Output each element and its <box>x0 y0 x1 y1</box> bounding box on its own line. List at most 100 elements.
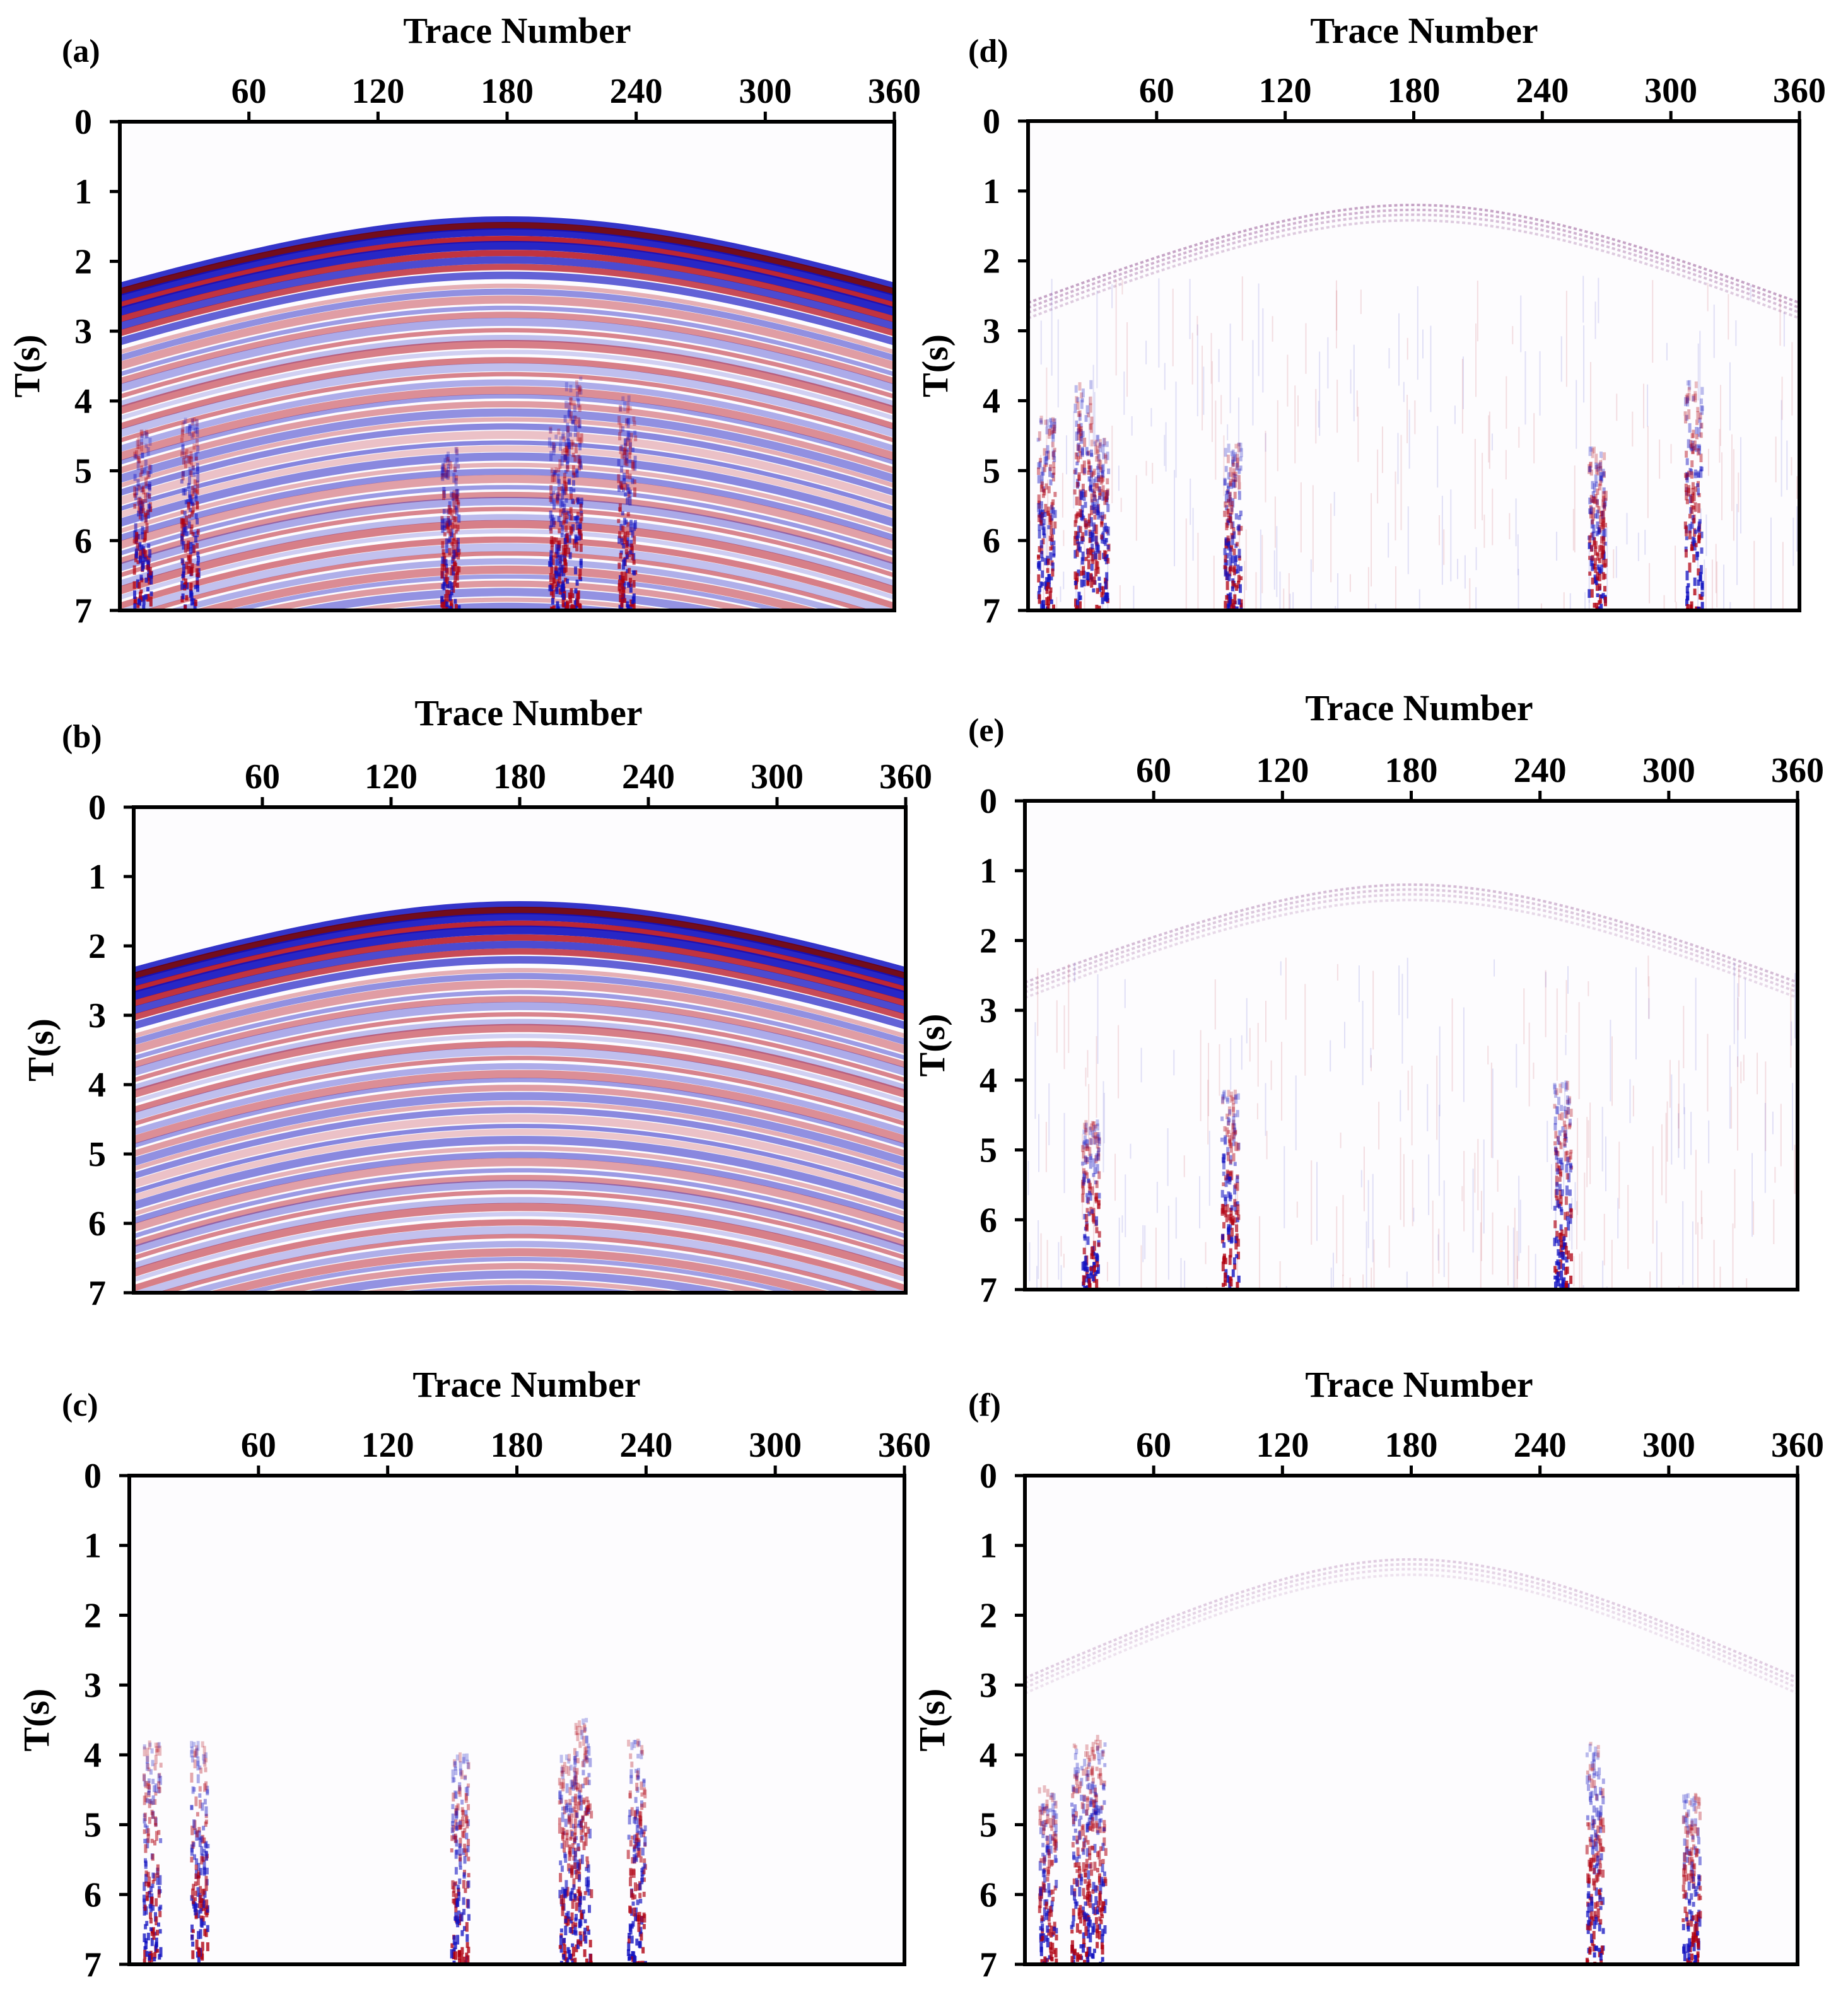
noise-sample <box>141 499 144 508</box>
noise-sample <box>627 1834 631 1840</box>
noise-sample <box>1070 1925 1073 1930</box>
noise-sample <box>1236 1201 1239 1206</box>
noise-sample <box>579 1784 583 1793</box>
noise-sample <box>1564 1110 1567 1119</box>
y-tick-label: 1 <box>74 173 92 212</box>
noise-sample <box>1106 488 1109 496</box>
noise-sample <box>578 603 582 608</box>
noise-sample <box>1070 1955 1074 1964</box>
noise-sample <box>1565 1185 1569 1196</box>
noise-sample <box>1589 558 1593 566</box>
noise-sample <box>1593 1780 1596 1788</box>
noise-sample <box>1227 472 1231 480</box>
noise-sample <box>1040 1821 1044 1826</box>
noise-sample <box>628 406 632 411</box>
noise-sample <box>151 1883 155 1888</box>
noise-sample <box>463 1827 467 1833</box>
noise-sample <box>189 423 192 429</box>
noise-sample <box>1230 1237 1234 1243</box>
noise-sample <box>205 1867 209 1875</box>
noise-sample <box>563 1938 566 1944</box>
residual-event <box>1025 888 1798 989</box>
noise-sample <box>1047 525 1051 530</box>
noise-sample <box>625 552 629 559</box>
noise-sample <box>1557 1157 1560 1164</box>
noise-sample <box>636 1884 640 1891</box>
noise-sample <box>1696 407 1700 412</box>
noise-sample <box>1088 1947 1092 1957</box>
noise-sample <box>1048 1859 1051 1869</box>
noise-sample <box>581 1783 585 1788</box>
noise-sample <box>1564 1080 1568 1090</box>
noise-sample <box>457 499 460 505</box>
noise-sample <box>191 1898 195 1904</box>
noise-sample <box>1091 548 1095 553</box>
noise-sample <box>1087 461 1091 470</box>
noise-sample <box>1038 561 1041 571</box>
noise-sample <box>1594 481 1598 487</box>
noise-sample <box>1082 1247 1086 1255</box>
noise-sample <box>455 1920 459 1925</box>
noise-sample <box>618 605 622 610</box>
noise-sample <box>1039 484 1043 492</box>
noise-sample <box>623 438 627 446</box>
noise-sample <box>579 561 583 566</box>
noise-sample <box>1102 452 1106 460</box>
noise-sample <box>205 1851 208 1861</box>
noise-sample <box>572 1824 575 1829</box>
y-tick-label: 0 <box>983 102 1000 141</box>
noise-sample <box>1569 1162 1572 1173</box>
reflection-event <box>120 462 894 533</box>
noise-sample <box>1229 467 1232 477</box>
noise-sample <box>1085 405 1089 414</box>
noise-sample <box>587 1805 590 1812</box>
noise-sample <box>1591 481 1594 489</box>
panel-label: (d) <box>968 33 1009 69</box>
noise-sample <box>139 592 142 600</box>
noise-sample <box>563 557 567 562</box>
noise-sample <box>621 396 625 402</box>
noise-sample <box>183 523 187 533</box>
noise-sample <box>1698 519 1702 524</box>
noise-sample <box>1235 542 1239 547</box>
noise-sample <box>1090 416 1094 424</box>
noise-sample <box>1096 1942 1099 1949</box>
noise-sample <box>1096 463 1100 474</box>
noise-sample <box>577 1874 581 1882</box>
noise-sample <box>557 544 561 551</box>
noise-sample <box>181 593 185 600</box>
noise-sample <box>1588 556 1592 560</box>
noise-sample <box>1564 1136 1568 1143</box>
noise-sample <box>1555 1230 1559 1238</box>
noise-sample <box>1234 1242 1238 1250</box>
noise-burst <box>1588 446 1608 610</box>
noise-sample <box>566 423 570 432</box>
noise-sample <box>633 461 637 471</box>
noise-sample <box>579 1934 583 1944</box>
noise-sample <box>1685 499 1689 504</box>
noise-sample <box>1094 535 1098 544</box>
noise-sample <box>1087 1783 1091 1790</box>
noise-sample <box>1070 1947 1074 1951</box>
noise-sample <box>1103 1742 1107 1747</box>
noise-sample <box>640 1781 643 1790</box>
noise-sample <box>586 1808 590 1812</box>
noise-sample <box>136 560 140 564</box>
noise-sample <box>1072 1818 1075 1827</box>
noise-sample <box>633 430 637 435</box>
noise-sample <box>1685 393 1689 404</box>
noise-sample <box>628 1905 632 1913</box>
noise-sample <box>133 590 136 599</box>
noise-sample <box>1097 1138 1101 1146</box>
noise-sample <box>1588 463 1591 474</box>
noise-sample <box>623 598 626 603</box>
noise-sample <box>566 438 570 448</box>
noise-sample <box>1051 1896 1055 1902</box>
noise-sample <box>636 1741 640 1746</box>
noise-sample <box>137 598 141 605</box>
noise-sample <box>1089 465 1092 472</box>
noise-sample <box>1041 1807 1044 1815</box>
noise-sample <box>636 1818 640 1828</box>
noise-sample <box>1073 1774 1077 1779</box>
noise-sample <box>143 1774 146 1781</box>
